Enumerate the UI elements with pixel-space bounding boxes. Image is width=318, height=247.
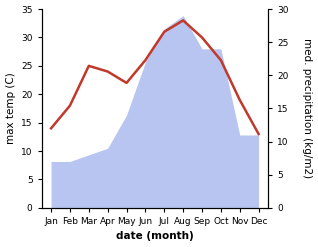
Y-axis label: med. precipitation (kg/m2): med. precipitation (kg/m2) [302, 38, 313, 179]
Y-axis label: max temp (C): max temp (C) [5, 73, 16, 144]
X-axis label: date (month): date (month) [116, 231, 194, 242]
